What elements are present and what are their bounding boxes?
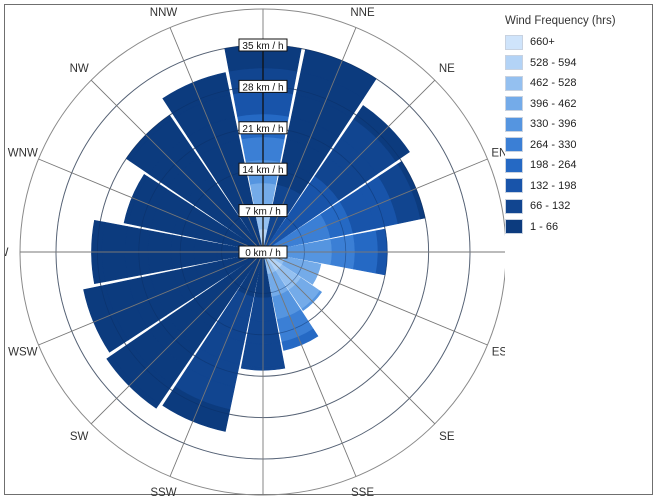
direction-label-nne: NNE xyxy=(350,7,375,19)
direction-label-w: W xyxy=(5,247,9,259)
ring-label: 21 km / h xyxy=(242,124,283,135)
legend-item: 132 - 198 xyxy=(505,176,655,197)
ring-label: 35 km / h xyxy=(242,41,283,52)
wind-cell-se xyxy=(301,290,323,312)
ring-label-box xyxy=(238,79,288,93)
spoke-se xyxy=(262,251,436,425)
legend-label: 330 - 396 xyxy=(530,118,577,131)
legend-swatch xyxy=(505,157,523,173)
legend-label: 66 - 132 xyxy=(530,200,571,213)
legend-swatch xyxy=(505,178,523,194)
legend-label: 462 - 528 xyxy=(530,77,577,90)
spoke-wsw xyxy=(38,251,264,346)
legend-item: 66 - 132 xyxy=(505,196,655,217)
wind-cell-sse xyxy=(281,328,319,351)
wind-cell-nw xyxy=(125,114,173,162)
direction-label-se: SE xyxy=(439,431,455,443)
spoke-ne xyxy=(262,79,436,253)
ring-label: 0 km / h xyxy=(245,248,281,259)
legend-item: 264 - 330 xyxy=(505,135,655,156)
legend-swatch xyxy=(505,96,523,112)
direction-label-ne: NE xyxy=(439,63,455,75)
legend-swatch xyxy=(505,55,523,71)
legend-label: 198 - 264 xyxy=(530,159,577,172)
direction-label-ene: ENE xyxy=(491,148,505,160)
legend-label: 1 - 66 xyxy=(530,220,559,233)
legend-item: 462 - 528 xyxy=(505,73,655,94)
legend-swatch xyxy=(505,137,523,153)
direction-label-nw: NW xyxy=(70,63,89,75)
legend-swatch xyxy=(505,75,523,91)
legend-swatch xyxy=(505,219,523,235)
legend-swatch xyxy=(505,34,523,50)
direction-label-sw: SW xyxy=(70,431,89,443)
spoke-ssw xyxy=(169,251,264,477)
legend-item: 330 - 396 xyxy=(505,114,655,135)
legend-item: 396 - 462 xyxy=(505,94,655,115)
direction-label-wsw: WSW xyxy=(8,346,38,358)
wind-cell-ese xyxy=(301,261,322,285)
wind-cell-sw xyxy=(106,355,160,409)
spoke-sw xyxy=(90,251,264,425)
ring-label-box xyxy=(238,38,288,52)
legend-label: 264 - 330 xyxy=(530,138,577,151)
ring-label-box xyxy=(238,204,288,218)
ring-label: 28 km / h xyxy=(242,82,283,93)
wind-cell-ssw xyxy=(162,386,231,432)
direction-label-sse: SSE xyxy=(351,487,374,496)
ring-label-box xyxy=(238,121,288,135)
legend-swatch xyxy=(505,116,523,132)
legend: Wind Frequency (hrs) 660+ 528 - 594 462 - … xyxy=(505,15,655,237)
ring-label-box xyxy=(238,162,288,176)
spoke-ese xyxy=(262,251,488,346)
legend-item: 528 - 594 xyxy=(505,53,655,74)
wind-rose-chart: 0 km / h 7 km / h 14 km / h 21 km / h 28 km … xyxy=(5,7,505,496)
wind-cell-ene xyxy=(397,161,426,220)
legend-label: 660+ xyxy=(530,36,555,49)
spoke-sse xyxy=(262,251,357,477)
spoke-wnw xyxy=(38,158,264,253)
ring-label: 14 km / h xyxy=(242,165,283,176)
legend-rows: 660+ 528 - 594 462 - 528 396 - 462 330 - 396… xyxy=(505,32,655,237)
legend-label: 396 - 462 xyxy=(530,97,577,110)
wind-cell-nnw xyxy=(162,72,231,118)
wind-cell-nne xyxy=(300,49,377,99)
direction-label-nnw: NNW xyxy=(150,7,178,19)
legend-swatch xyxy=(505,198,523,214)
direction-label-wnw: WNW xyxy=(8,148,38,160)
legend-item: 660+ xyxy=(505,32,655,53)
legend-item: 1 - 66 xyxy=(505,217,655,238)
legend-label: 528 - 594 xyxy=(530,56,577,69)
direction-label-ese: ESE xyxy=(492,346,505,358)
legend-item: 198 - 264 xyxy=(505,155,655,176)
spoke-nw xyxy=(90,79,264,253)
direction-label-ssw: SSW xyxy=(150,487,176,496)
legend-label: 132 - 198 xyxy=(530,179,577,192)
spoke-ene xyxy=(262,158,488,253)
wind-cell-wnw xyxy=(123,173,148,225)
ring-label-box xyxy=(238,245,288,259)
chart-frame: 0 km / h 7 km / h 14 km / h 21 km / h 28 km … xyxy=(4,4,655,496)
wind-cell-wsw xyxy=(83,284,129,353)
ring-label: 7 km / h xyxy=(245,207,281,218)
legend-title: Wind Frequency (hrs) xyxy=(505,15,616,27)
